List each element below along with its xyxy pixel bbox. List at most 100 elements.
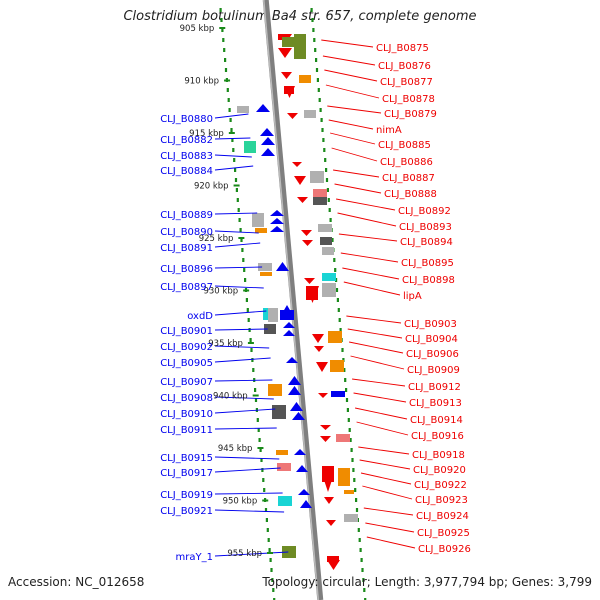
left-leader-line [214, 230, 259, 234]
feature-block [322, 273, 336, 281]
tick-dot [254, 388, 257, 392]
right-gene-label: CLJ_B0924 [416, 511, 469, 522]
feature-block [282, 546, 296, 558]
tick-dot [228, 108, 231, 112]
right-gene-label: CLJ_B0887 [382, 173, 435, 184]
right-leader-line [336, 198, 396, 211]
tick-dot [242, 258, 245, 262]
forward-strand-feature [283, 322, 295, 328]
forward-strand-feature [300, 500, 312, 508]
tick-dot [226, 88, 229, 92]
tick-dot [263, 488, 266, 492]
right-leader-line [358, 446, 410, 455]
tick-dot [362, 578, 365, 582]
backbone-layer [262, 0, 324, 600]
right-leader-line [347, 328, 403, 339]
tick-dot [271, 578, 274, 582]
tick-dot [244, 278, 247, 282]
tick-dot [345, 388, 348, 392]
left-leader-line [214, 154, 252, 158]
right-leader-line [349, 341, 404, 354]
right-gene-label: CLJ_B0925 [417, 528, 470, 539]
backbone-line [262, 0, 324, 600]
forward-strand-feature [261, 137, 275, 145]
right-leader-line [346, 315, 402, 324]
tick-dot [321, 128, 324, 132]
forward-strand-feature [286, 357, 298, 363]
tick-dot [230, 128, 233, 132]
tick-dot [224, 58, 227, 62]
right-gene-labels: CLJ_B0875 CLJ_B0876 CLJ_B0877 CLJ_B0878 CLJ_… [376, 43, 471, 555]
kbp-label: 920 kbp [194, 182, 229, 192]
tick-dot [355, 508, 359, 512]
kbp-label: 925 kbp [199, 234, 234, 244]
right-gene-label: CLJ_B0898 [402, 275, 455, 286]
feature-block [272, 405, 286, 419]
tick-dot [264, 508, 268, 512]
feature-block [294, 34, 306, 48]
reverse-strand-feature [327, 556, 339, 562]
reverse-strand-feature [314, 346, 324, 352]
features-layer [237, 34, 358, 570]
tick-dot [233, 158, 236, 162]
right-gene-label: CLJ_B0916 [411, 431, 464, 442]
left-leader-line [214, 427, 277, 430]
left-gene-label: CLJ_B0889 [160, 210, 213, 221]
tick-dot [272, 588, 275, 592]
tick-dot [320, 118, 323, 122]
tick-dot [319, 108, 322, 112]
tick-dot [224, 68, 228, 72]
right-gene-label: CLJ_B0923 [415, 495, 468, 506]
kbp-label: 940 kbp [213, 392, 248, 402]
right-gene-label: CLJ_B0926 [418, 544, 471, 555]
tick-dot [331, 238, 334, 242]
left-gene-label: CLJ_B0884 [160, 166, 213, 177]
tick-dot [223, 48, 226, 52]
tick-dot [259, 448, 262, 452]
feature-block [264, 324, 276, 334]
feature-block [310, 171, 324, 183]
forward-strand-feature [294, 449, 306, 455]
feature-block [318, 224, 332, 232]
kbp-label: 905 kbp [180, 24, 215, 34]
left-leader-line [214, 285, 264, 289]
right-gene-label: CLJ_B0892 [398, 206, 451, 217]
feature-block [258, 263, 272, 271]
tick-dot [350, 448, 353, 452]
left-gene-label: CLJ_B0910 [160, 409, 213, 420]
left-gene-label: CLJ_B0915 [160, 453, 213, 464]
tick-dot [315, 58, 318, 62]
tick-dot [358, 538, 361, 542]
reverse-strand-feature [304, 278, 315, 284]
left-leader-line [214, 212, 258, 215]
feature-block [268, 384, 282, 396]
tick-dot [324, 158, 327, 162]
forward-strand-feature [296, 465, 308, 472]
right-leader-line [324, 69, 378, 82]
tick-dot [237, 208, 240, 212]
tick-dot [256, 418, 259, 422]
left-gene-label: mraY_1 [176, 552, 213, 563]
right-gene-label: CLJ_B0893 [399, 222, 452, 233]
reverse-strand-feature [316, 362, 328, 372]
tick-dot [245, 298, 248, 302]
tick-dot [363, 588, 366, 592]
feature-block [328, 331, 342, 343]
left-gene-label: CLJ_B0891 [160, 243, 213, 254]
left-leader-line [214, 396, 274, 400]
right-leader-line [352, 378, 406, 387]
feature-block [255, 228, 267, 233]
right-gene-label: CLJ_B0918 [412, 450, 465, 461]
tick-dot [247, 318, 250, 322]
tick-dot [252, 368, 255, 372]
tick-dot [236, 198, 239, 202]
right-gene-label: CLJ_B0920 [413, 465, 466, 476]
tick-dot [311, 18, 314, 22]
tick-dot [261, 468, 264, 472]
right-gene-label: CLJ_B0886 [380, 157, 433, 168]
feature-block [277, 463, 291, 471]
right-leader-line [353, 392, 407, 403]
kbp-label: 955 kbp [227, 549, 262, 559]
reverse-strand-feature [301, 230, 312, 236]
tick-dot [351, 458, 354, 462]
